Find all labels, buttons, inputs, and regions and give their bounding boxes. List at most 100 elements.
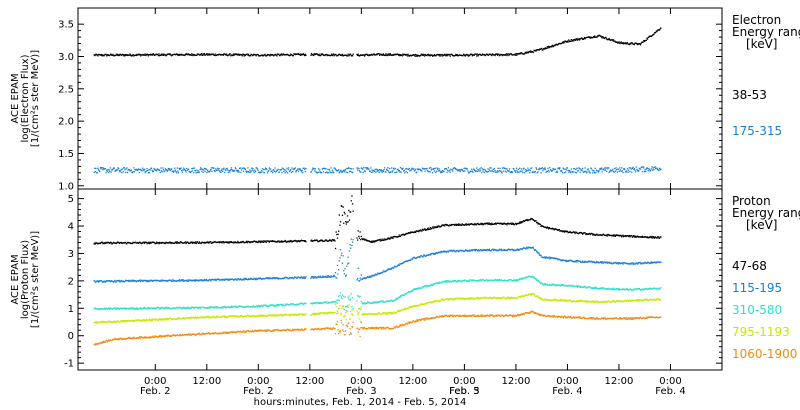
data-point <box>470 250 472 252</box>
data-point <box>268 167 270 169</box>
data-point <box>474 248 476 251</box>
data-point <box>335 302 337 304</box>
data-point <box>561 231 564 233</box>
data-point <box>411 290 414 292</box>
data-point <box>166 170 168 172</box>
data-point <box>132 171 134 173</box>
data-point <box>272 305 274 307</box>
data-point <box>581 232 583 234</box>
data-point <box>339 221 342 223</box>
data-point <box>337 170 339 172</box>
data-point <box>142 307 144 310</box>
data-point <box>214 170 216 172</box>
data-point <box>345 168 347 171</box>
data-point <box>657 261 659 263</box>
data-point <box>630 288 632 291</box>
data-point <box>97 281 100 283</box>
data-point <box>423 254 426 256</box>
data-point <box>99 54 102 56</box>
data-point <box>467 280 470 282</box>
data-point <box>228 278 230 280</box>
data-point <box>637 263 639 265</box>
data-point <box>424 228 426 230</box>
data-point <box>432 284 434 287</box>
data-point <box>143 242 146 244</box>
data-point <box>319 54 322 57</box>
data-point <box>227 279 229 281</box>
data-point <box>538 168 540 171</box>
data-point <box>368 301 371 303</box>
data-point <box>156 319 158 321</box>
data-point <box>495 222 497 224</box>
data-point <box>130 320 132 322</box>
data-point <box>393 266 395 268</box>
data-point <box>145 54 148 56</box>
data-point <box>276 315 279 317</box>
data-point <box>572 284 574 286</box>
data-point <box>398 53 400 56</box>
data-point <box>658 169 660 172</box>
data-point <box>153 318 155 320</box>
data-point <box>325 54 327 56</box>
data-point <box>528 275 530 277</box>
data-point <box>94 243 96 245</box>
data-point <box>418 229 420 231</box>
data-point <box>209 316 211 318</box>
data-point <box>185 242 187 245</box>
series-175-315 <box>93 166 662 174</box>
data-point <box>144 319 146 321</box>
data-point <box>221 54 223 56</box>
data-point <box>193 172 195 174</box>
data-point <box>109 167 112 169</box>
data-point <box>391 167 393 169</box>
data-point <box>474 250 477 252</box>
data-point <box>311 169 313 171</box>
data-point <box>444 54 446 56</box>
data-point <box>386 238 388 240</box>
data-point <box>123 55 125 57</box>
data-point <box>209 307 211 309</box>
data-point <box>339 171 341 173</box>
data-point <box>261 315 263 317</box>
y-tick-label: -1 <box>64 359 74 370</box>
data-point <box>555 257 557 259</box>
data-point <box>288 313 291 315</box>
data-point <box>227 306 229 308</box>
data-point <box>179 242 181 244</box>
data-point <box>176 53 178 55</box>
data-point <box>387 268 390 270</box>
data-point <box>189 54 192 56</box>
data-point <box>323 54 325 56</box>
data-point <box>213 241 215 243</box>
data-point <box>343 171 345 173</box>
data-point <box>300 276 302 278</box>
data-point <box>594 287 596 290</box>
data-point <box>607 38 610 41</box>
data-point <box>346 305 348 308</box>
data-point <box>108 320 110 322</box>
data-point <box>241 55 243 57</box>
data-point <box>111 54 113 56</box>
data-point <box>582 261 584 263</box>
data-point <box>421 255 423 257</box>
data-point <box>138 307 141 310</box>
data-point <box>419 230 421 232</box>
data-point <box>198 307 200 309</box>
data-point <box>167 53 170 55</box>
data-point <box>541 256 543 258</box>
data-point <box>359 231 361 233</box>
data-point <box>648 36 650 38</box>
data-point <box>535 220 537 222</box>
data-point <box>190 279 192 281</box>
data-point <box>616 234 618 236</box>
data-point <box>187 279 189 281</box>
data-point <box>215 54 218 56</box>
data-point <box>232 53 235 55</box>
data-point <box>279 303 281 305</box>
data-point <box>250 278 252 280</box>
data-point <box>420 287 422 289</box>
data-point <box>583 260 586 263</box>
data-point <box>642 289 644 291</box>
data-point <box>398 170 400 172</box>
data-point <box>203 242 205 244</box>
